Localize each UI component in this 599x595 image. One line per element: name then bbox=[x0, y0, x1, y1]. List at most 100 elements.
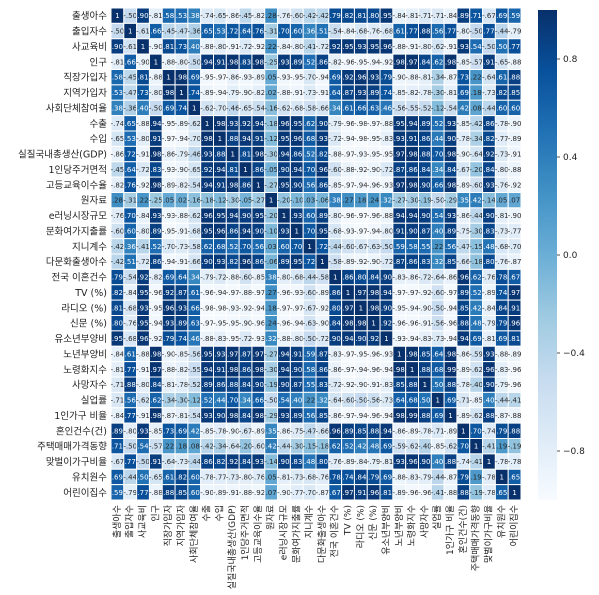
cell-value-label: .98 bbox=[214, 120, 225, 128]
cell-value-label: .94 bbox=[278, 350, 290, 358]
cell-value-label: -.30 bbox=[264, 366, 278, 374]
cell-value-label: -.20 bbox=[277, 197, 291, 205]
cell-value-label: -.78 bbox=[482, 473, 496, 481]
cell-value-label: -.65 bbox=[111, 135, 125, 143]
cell-value-label: -.97 bbox=[341, 350, 355, 358]
column-label: 노령화지수 bbox=[406, 505, 418, 546]
cell-value-label: -.19 bbox=[264, 381, 278, 389]
cell-value-label: .93 bbox=[137, 427, 148, 435]
cell-value-label: -.66 bbox=[316, 104, 330, 112]
cell-value-label: -.92 bbox=[341, 381, 355, 389]
cell-value-label: .86 bbox=[253, 166, 265, 174]
cell-value-label: -.18 bbox=[316, 443, 330, 451]
cell-value-label: -.98 bbox=[200, 304, 214, 312]
cell-value-label: -.85 bbox=[392, 89, 406, 97]
cell-value-label: -.95 bbox=[200, 74, 214, 82]
cell-value-label: -.50 bbox=[187, 58, 201, 66]
cell-value-label: -.81 bbox=[495, 212, 509, 220]
cell-value-label: -.92 bbox=[252, 43, 266, 51]
cell-value-label: .87 bbox=[317, 350, 328, 358]
cell-value-label: -.54 bbox=[252, 104, 266, 112]
cell-value-label: .98 bbox=[163, 89, 174, 97]
cell-value-label: .98 bbox=[368, 304, 379, 312]
cell-value-label: -.87 bbox=[162, 412, 176, 420]
cell-value-label: -.41 bbox=[431, 489, 445, 497]
cell-value-label: .80 bbox=[330, 304, 341, 312]
cell-value-label: -.89 bbox=[405, 427, 419, 435]
cell-value-label: .90 bbox=[419, 458, 430, 466]
cell-value-label: -.88 bbox=[136, 350, 150, 358]
colorbar-ticks: 0.8 0.4 0.0 −0.4 −0.8 bbox=[557, 55, 585, 457]
cell-value-label: -.70 bbox=[303, 489, 317, 497]
cell-value-label: .94 bbox=[342, 335, 354, 343]
cell-value-label: -.68 bbox=[303, 473, 317, 481]
cell-value-label: .73 bbox=[458, 74, 469, 82]
cell-value-label: .56 bbox=[432, 28, 444, 36]
cell-value-label: -.81 bbox=[405, 12, 419, 20]
cell-value-label: .07 bbox=[266, 489, 277, 497]
cell-value-label: .82 bbox=[342, 12, 353, 20]
cell-value-label: .63 bbox=[189, 320, 200, 328]
cell-value-label: -.95 bbox=[380, 151, 394, 159]
cell-value-label: -.50 bbox=[431, 304, 445, 312]
cell-value-label: .86 bbox=[407, 166, 419, 174]
cell-value-label: -.98 bbox=[354, 135, 368, 143]
cell-value-label: .98 bbox=[202, 135, 213, 143]
cell-value-label: -.95 bbox=[354, 58, 368, 66]
cell-value-label: -.97 bbox=[200, 320, 214, 328]
cell-value-label: -.79 bbox=[495, 381, 509, 389]
cell-value-label: -.30 bbox=[175, 397, 189, 405]
cell-value-label: -.92 bbox=[418, 289, 432, 297]
column-label: 1인당주거면적 bbox=[239, 505, 251, 560]
cell-value-label: .69 bbox=[496, 12, 507, 20]
cell-value-label: -.78 bbox=[200, 473, 214, 481]
cell-value-label: -.89 bbox=[444, 427, 458, 435]
cell-value-label: -.65 bbox=[149, 473, 163, 481]
cell-value-label: .88 bbox=[509, 427, 520, 435]
cell-value-label: .89 bbox=[291, 58, 302, 66]
cell-value-label: -.30 bbox=[431, 89, 445, 97]
cell-value-label: .98 bbox=[227, 181, 238, 189]
cell-value-label: -.62 bbox=[444, 443, 458, 451]
cell-value-label: .73 bbox=[137, 89, 148, 97]
cell-value-label: .85 bbox=[176, 489, 187, 497]
column-label: 어린이집수 bbox=[508, 505, 520, 546]
colorbar-tick-label: −0.4 bbox=[563, 349, 585, 359]
cell-value-label: -.70 bbox=[162, 243, 176, 251]
cell-value-label: .90 bbox=[291, 366, 302, 374]
cell-value-label: .95 bbox=[278, 181, 289, 189]
cell-value-label: -.74 bbox=[200, 12, 214, 20]
cell-value-label: -.97 bbox=[341, 412, 355, 420]
row-label: TV (%) bbox=[74, 288, 107, 299]
cell-value-label: .93 bbox=[163, 320, 174, 328]
cell-value-label: .96 bbox=[407, 458, 419, 466]
cell-value-label: -.74 bbox=[482, 427, 496, 435]
cell-value-label: -.82 bbox=[111, 181, 125, 189]
cell-value-label: .93 bbox=[278, 227, 289, 235]
cell-value-label: .86 bbox=[253, 258, 265, 266]
cell-value-label: -.84 bbox=[341, 28, 355, 36]
cell-value-label: .79 bbox=[496, 427, 507, 435]
cell-value-label: -.94 bbox=[316, 74, 330, 82]
cell-value-label: .08 bbox=[189, 443, 200, 451]
cell-value-label: .69 bbox=[163, 274, 174, 282]
cell-value-label: -.41 bbox=[469, 458, 483, 466]
cell-value-label: .69 bbox=[496, 335, 507, 343]
cell-value-label: -.88 bbox=[226, 274, 240, 282]
column-label: 다문화출생아수 bbox=[317, 505, 328, 563]
cell-value-label: -.87 bbox=[316, 489, 330, 497]
cell-value-label: .52 bbox=[202, 397, 213, 405]
cell-value-label: .22 bbox=[137, 197, 148, 205]
cell-value-label: .93 bbox=[394, 458, 405, 466]
cell-value-label: .95 bbox=[291, 120, 302, 128]
cell-value-label: -.97 bbox=[444, 289, 458, 297]
cell-value-label: -.72 bbox=[136, 166, 150, 174]
cell-value-label: .89 bbox=[368, 89, 379, 97]
cell-value-label: -.27 bbox=[252, 197, 266, 205]
cell-value-label: -.67 bbox=[457, 166, 471, 174]
cell-value-label: .69 bbox=[189, 74, 200, 82]
cell-value-label: .70 bbox=[291, 243, 302, 251]
cell-value-label: .95 bbox=[137, 320, 148, 328]
cell-value-label: .88 bbox=[445, 458, 456, 466]
column-label: 신문 (%) bbox=[368, 505, 379, 540]
